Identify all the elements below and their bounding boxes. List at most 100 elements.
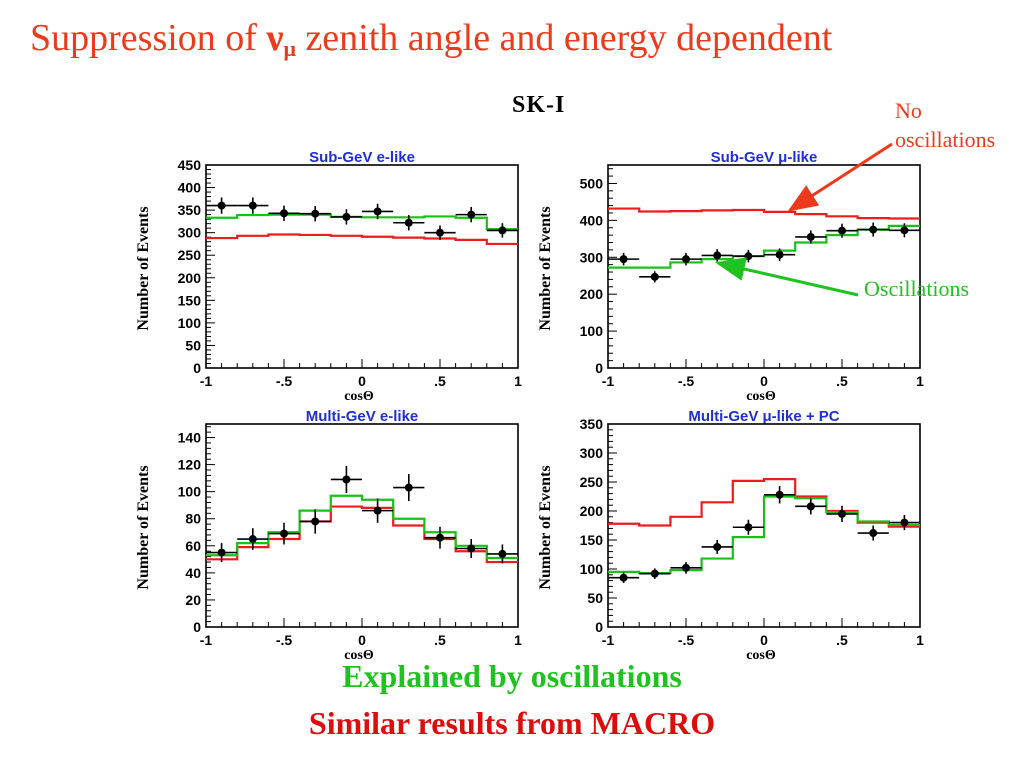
- data-point: [744, 523, 753, 532]
- chart-panel-3: Multi-GeV e-like 0 20 40 60 80 100 120 140 -1 -.5 0…: [135, 408, 522, 663]
- x-tick-label: 1: [514, 373, 522, 389]
- footer-macro: Similar results from MACRO: [308, 705, 716, 741]
- panel-title: Sub-GeV e-like: [309, 149, 415, 166]
- data-point: [498, 226, 507, 235]
- x-axis-label: cosΘ: [746, 648, 776, 663]
- y-axis-label: Number of Events: [537, 465, 554, 589]
- footer-explained: Explained by oscillations: [342, 658, 682, 694]
- y-tick-label: 20: [185, 592, 201, 608]
- y-axis-label: Number of Events: [135, 465, 152, 589]
- plot-frame: [205, 164, 519, 369]
- x-tick-label: 1: [916, 373, 924, 389]
- x-tick-label: 1: [514, 632, 522, 648]
- y-tick-label: 0: [193, 360, 201, 376]
- x-tick-label: -.5: [276, 632, 293, 648]
- x-tick-label: .5: [434, 632, 446, 648]
- y-tick-label: 350: [178, 202, 202, 218]
- oscillations-label: Oscillations: [864, 276, 970, 301]
- data-point: [342, 475, 351, 484]
- y-tick-label: 100: [178, 484, 202, 500]
- oscillations-arrow: [715, 257, 859, 297]
- data-point: [682, 563, 690, 572]
- data-point: [311, 209, 320, 218]
- y-tick-label: 100: [178, 315, 202, 331]
- chart-panel-1: Sub-GeV e-like 0 50 100 150 200 250 300 350 400 45…: [135, 149, 522, 404]
- chart-panel-4: Multi-GeV μ-like + PC 0 50 100 150 200 250 300 3…: [537, 408, 924, 663]
- slide-title: Suppression of νμ zenith angle and energ…: [30, 17, 833, 61]
- y-tick-label: 0: [595, 360, 603, 376]
- x-axis-label: cosΘ: [344, 389, 374, 404]
- y-tick-label: 100: [580, 561, 604, 577]
- x-tick-label: -.5: [276, 373, 293, 389]
- data-point: [744, 252, 753, 261]
- y-tick-label: 50: [587, 590, 603, 606]
- x-tick-label: 0: [760, 632, 768, 648]
- plot-frame: [607, 164, 921, 369]
- data-point: [650, 272, 659, 281]
- y-tick-label: 300: [580, 249, 604, 265]
- data-point: [498, 549, 507, 558]
- data-point: [869, 529, 878, 538]
- y-tick-label: 300: [178, 225, 202, 241]
- x-tick-label: -1: [602, 373, 615, 389]
- y-tick-label: 60: [185, 538, 201, 554]
- data-point: [775, 250, 784, 259]
- panel-title: Sub-GeV μ-like: [711, 149, 818, 166]
- y-tick-label: 400: [178, 180, 202, 196]
- no-oscillation-histogram: [608, 207, 920, 220]
- data-point: [619, 255, 628, 264]
- y-tick-label: 150: [580, 532, 604, 548]
- y-tick-label: 400: [580, 212, 604, 228]
- x-tick-label: -1: [602, 632, 615, 648]
- data-point: [280, 209, 288, 218]
- y-tick-label: 350: [580, 416, 604, 432]
- y-tick-label: 50: [185, 337, 201, 353]
- data-point: [713, 251, 722, 260]
- data-point: [404, 483, 413, 492]
- x-tick-label: 0: [358, 373, 366, 389]
- x-tick-label: 0: [760, 373, 768, 389]
- y-tick-label: 80: [185, 511, 201, 527]
- data-point: [373, 506, 382, 515]
- data-point: [900, 518, 909, 527]
- nu-symbol: ν: [266, 17, 284, 59]
- x-tick-label: -.5: [678, 373, 695, 389]
- data-point: [404, 218, 413, 227]
- oscillation-histogram: [206, 494, 518, 560]
- data-point: [682, 255, 690, 264]
- y-tick-label: 0: [595, 619, 603, 635]
- data-point: [217, 201, 226, 210]
- y-tick-label: 120: [178, 457, 202, 473]
- data-point: [775, 490, 784, 499]
- oscillation-histogram: [608, 495, 920, 575]
- y-tick-label: 200: [580, 286, 604, 302]
- x-tick-label: -.5: [678, 632, 695, 648]
- chart-panel-2: Sub-GeV μ-like 0 100 200 300 400 500 -1 -.5 0 .5 1 c…: [537, 149, 924, 404]
- no-oscillation-histogram: [206, 233, 518, 246]
- experiment-label: SK-I: [512, 92, 566, 118]
- no-oscillations-arrow: [787, 142, 893, 212]
- data-point: [900, 226, 909, 235]
- data-point: [436, 228, 444, 237]
- y-tick-label: 450: [178, 157, 202, 173]
- y-tick-label: 0: [193, 619, 201, 635]
- data-point: [217, 548, 226, 557]
- x-tick-label: 1: [916, 632, 924, 648]
- y-tick-label: 200: [580, 503, 604, 519]
- x-axis-label: cosΘ: [746, 389, 776, 404]
- data-point: [650, 569, 659, 578]
- data-point: [467, 544, 476, 553]
- y-axis-label: Number of Events: [537, 206, 554, 330]
- y-tick-label: 250: [580, 474, 604, 490]
- x-tick-label: 0: [358, 632, 366, 648]
- data-point: [838, 509, 846, 518]
- data-point: [373, 207, 382, 216]
- panel-title: Multi-GeV μ-like + PC: [688, 408, 839, 425]
- y-tick-label: 40: [185, 565, 201, 581]
- data-point: [713, 542, 722, 551]
- y-tick-label: 500: [580, 175, 604, 191]
- data-point: [311, 517, 320, 526]
- y-axis-label: Number of Events: [135, 206, 152, 330]
- panel-title: Multi-GeV e-like: [306, 408, 419, 425]
